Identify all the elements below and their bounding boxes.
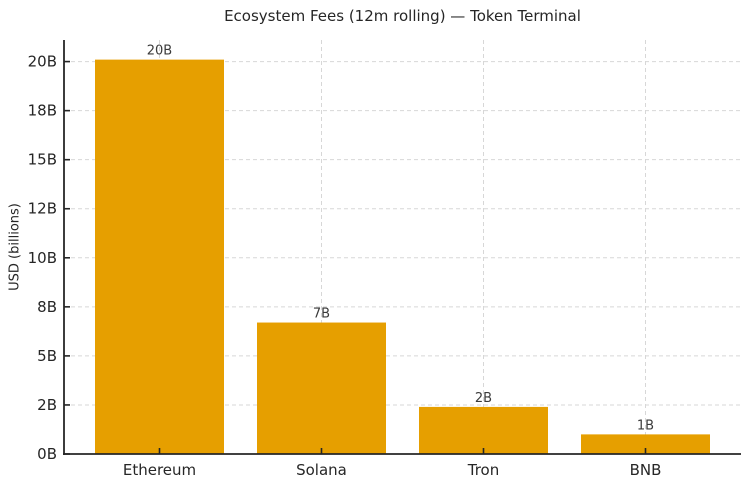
chart-title: Ecosystem Fees (12m rolling) — Token Ter… (224, 7, 581, 25)
y-tick-label: 2B (37, 396, 57, 414)
bar-bnb (581, 434, 710, 454)
bar-value-label: 20B (147, 44, 172, 59)
x-tick-label: BNB (630, 461, 662, 479)
y-tick-label: 18B (28, 102, 57, 120)
y-tick-label: 12B (28, 200, 57, 218)
bar-value-label: 7B (313, 307, 330, 322)
y-tick-label: 8B (37, 298, 57, 316)
y-tick-label: 5B (37, 347, 57, 365)
bar-solana (257, 322, 386, 454)
x-tick-label: Solana (296, 461, 347, 479)
y-tick-label: 10B (28, 249, 57, 267)
bar-tron (419, 406, 548, 454)
x-tick-label: Tron (467, 461, 499, 479)
bar-value-label: 1B (637, 418, 654, 433)
y-tick-label: 20B (28, 53, 57, 71)
bar-value-label: 2B (475, 391, 492, 406)
y-tick-label: 15B (28, 151, 57, 169)
x-tick-label: Ethereum (123, 461, 196, 479)
y-tick-label: 0B (37, 445, 57, 463)
bar-ethereum (95, 59, 224, 455)
